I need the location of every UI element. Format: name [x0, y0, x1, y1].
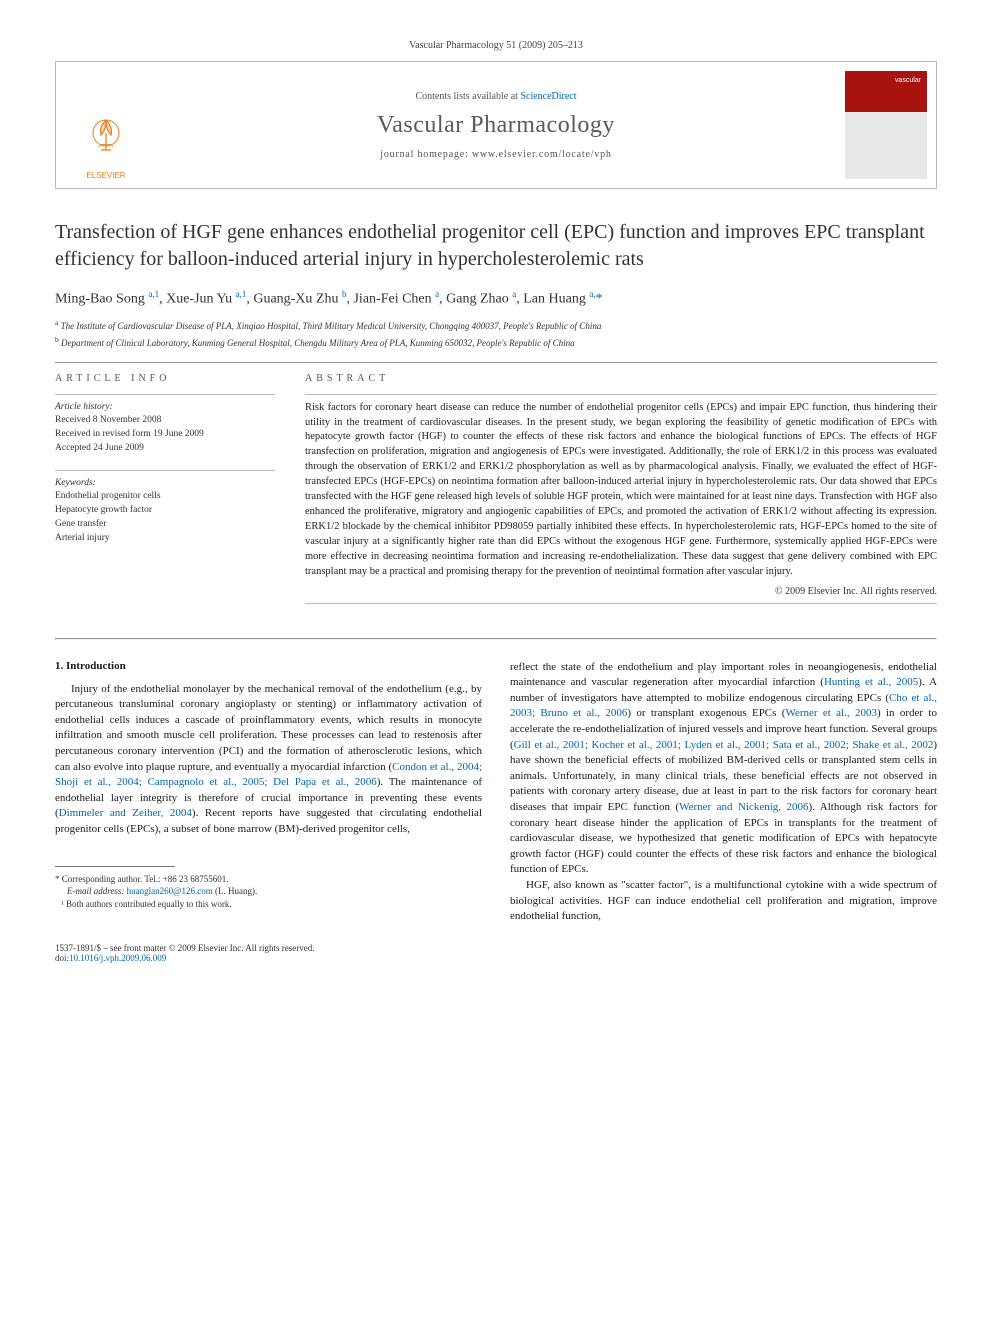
- abstract-text: Risk factors for coronary heart disease …: [305, 401, 937, 580]
- equal-contribution-footnote: ¹ Both authors contributed equally to th…: [55, 898, 482, 911]
- body-paragraph: HGF, also known as "scatter factor", is …: [510, 878, 937, 925]
- doi-link[interactable]: 10.1016/j.vph.2009.06.009: [69, 953, 166, 963]
- divider: [55, 362, 937, 363]
- article-info-heading: ARTICLE INFO: [55, 373, 275, 384]
- abstract-heading: ABSTRACT: [305, 373, 937, 384]
- journal-reference: Vascular Pharmacology 51 (2009) 205–213: [55, 40, 937, 51]
- body-paragraph: Injury of the endothelial monolayer by t…: [55, 682, 482, 838]
- body-paragraph: reflect the state of the endothelium and…: [510, 660, 937, 879]
- affiliation-a: a The Institute of Cardiovascular Diseas…: [55, 318, 937, 331]
- journal-homepage: journal homepage: www.elsevier.com/locat…: [156, 149, 836, 160]
- citation-link[interactable]: Hunting et al., 2005: [824, 676, 918, 688]
- keyword: Arterial injury: [55, 532, 275, 546]
- homepage-url[interactable]: www.elsevier.com/locate/vph: [472, 149, 612, 160]
- cover-thumbnail-box: [836, 62, 936, 188]
- email-footnote: E-mail address: huanglan260@126.com (L. …: [55, 885, 482, 898]
- keywords-label: Keywords:: [55, 477, 275, 491]
- keyword: Endothelial progenitor cells: [55, 490, 275, 504]
- citation-link[interactable]: Gill et al., 2001; Kocher et al., 2001; …: [514, 739, 934, 751]
- affiliation-b: b Department of Clinical Laboratory, Kun…: [55, 335, 937, 348]
- citation-link[interactable]: Werner et al., 2003: [785, 707, 877, 719]
- email-link[interactable]: huanglan260@126.com: [127, 886, 213, 896]
- keyword: Hepatocyte growth factor: [55, 504, 275, 518]
- contents-prefix: Contents lists available at: [415, 91, 520, 102]
- author-list: Ming-Bao Song a,1, Xue-Jun Yu a,1, Guang…: [55, 289, 937, 308]
- footnote-divider: [55, 866, 175, 867]
- journal-name: Vascular Pharmacology: [156, 112, 836, 139]
- contents-line: Contents lists available at ScienceDirec…: [156, 91, 836, 102]
- article-history: Article history: Received 8 November 200…: [55, 401, 275, 456]
- abstract-copyright: © 2009 Elsevier Inc. All rights reserved…: [305, 586, 937, 597]
- email-label: E-mail address:: [67, 886, 124, 896]
- elsevier-logo: ELSEVIER: [64, 115, 148, 180]
- keywords-block: Keywords: Endothelial progenitor cells H…: [55, 477, 275, 546]
- corresponding-author-footnote: * Corresponding author. Tel.: +86 23 687…: [55, 873, 482, 886]
- history-label: Article history:: [55, 401, 275, 415]
- citation-link[interactable]: Dimmeler and Zeiher, 2004: [59, 807, 192, 819]
- doi-footer: doi:10.1016/j.vph.2009.06.009: [55, 953, 937, 963]
- section-heading: 1. Introduction: [55, 660, 482, 672]
- sciencedirect-link[interactable]: ScienceDirect: [520, 91, 576, 102]
- journal-masthead: ELSEVIER Contents lists available at Sci…: [55, 61, 937, 189]
- citation-link[interactable]: Werner and Nickenig, 2006: [679, 801, 808, 813]
- email-author-name: (L. Huang).: [215, 886, 257, 896]
- keyword: Gene transfer: [55, 518, 275, 532]
- body-divider: [55, 638, 937, 640]
- article-title: Transfection of HGF gene enhances endoth…: [55, 219, 937, 273]
- publisher-name: ELSEVIER: [86, 171, 125, 180]
- revised-date: Received in revised form 19 June 2009: [55, 428, 275, 442]
- accepted-date: Accepted 24 June 2009: [55, 442, 275, 456]
- issn-footer: 1537-1891/$ – see front matter © 2009 El…: [55, 943, 937, 953]
- journal-cover-thumbnail: [845, 71, 927, 179]
- publisher-logo-box: ELSEVIER: [56, 62, 156, 188]
- received-date: Received 8 November 2008: [55, 414, 275, 428]
- elsevier-tree-icon: [81, 115, 131, 165]
- homepage-prefix: journal homepage:: [380, 149, 472, 160]
